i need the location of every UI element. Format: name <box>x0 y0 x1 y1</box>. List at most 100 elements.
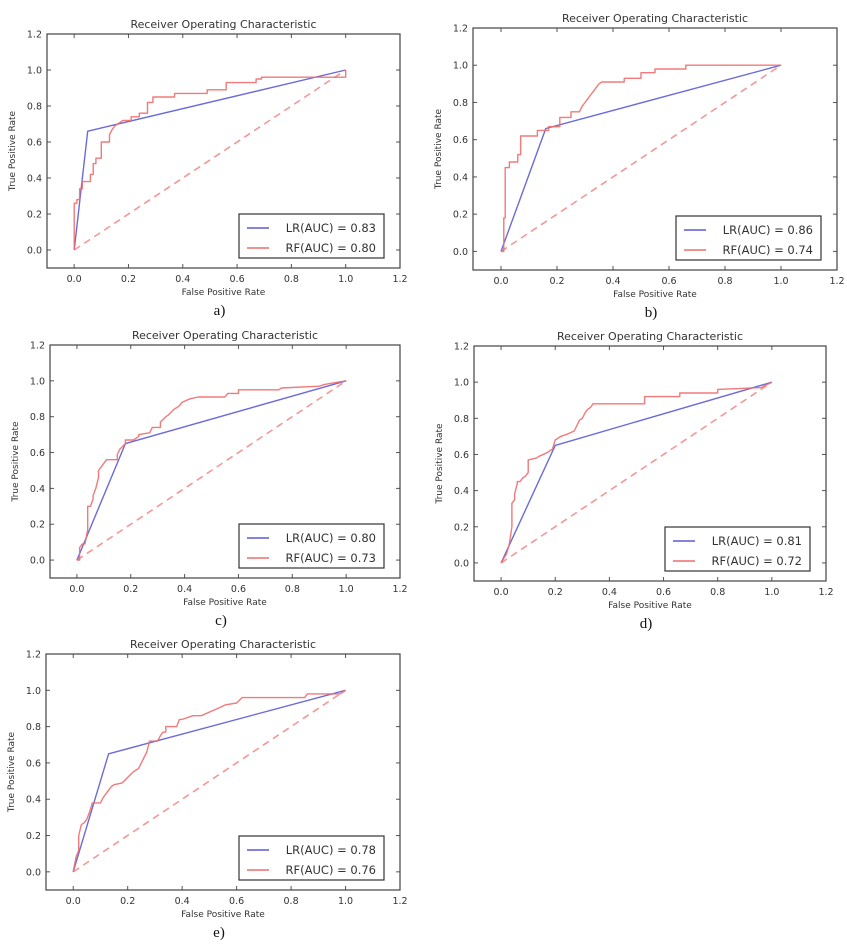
plot-frame <box>46 33 401 269</box>
panel-caption: a) <box>214 303 226 319</box>
chance-line <box>500 64 782 253</box>
roc-chart-e: Receiver Operating Characteristic 0.0 0.2 0… <box>7 638 408 941</box>
lr-roc-line <box>72 689 346 873</box>
chart-title: Receiver Operating Characteristic <box>130 638 316 651</box>
rf-roc-line <box>73 70 347 250</box>
x-axis-label: False Positive Rate <box>613 290 697 300</box>
x-tick-label: 0.2 <box>123 584 138 595</box>
y-axis-label: True Positive Rate <box>8 110 18 192</box>
lr-roc-line <box>73 69 346 251</box>
roc-chart-c: Receiver Operating Characteristic 0.0 0.2 0… <box>11 329 408 629</box>
y-tick-label: 0.2 <box>26 831 41 842</box>
legend: LR(AUC) = 0.83 RF(AUC) = 0.80 <box>238 213 385 259</box>
y-tick-label: 0.4 <box>26 795 41 806</box>
legend: LR(AUC) = 0.81 RF(AUC) = 0.72 <box>664 526 811 572</box>
chance-line <box>76 380 347 561</box>
roc-chart-b: Receiver Operating Characteristic 0.0 0.2 0… <box>434 12 845 321</box>
x-tick-label: 1.2 <box>392 584 407 595</box>
y-tick-label: 0.4 <box>30 484 45 495</box>
x-tick-label: 0.0 <box>67 274 82 285</box>
y-axis-label: True Positive Rate <box>7 731 17 813</box>
rf-roc-line <box>76 380 347 561</box>
y-tick-label: 0.0 <box>453 247 468 258</box>
y-tick-label: 1.0 <box>27 66 42 77</box>
legend-box <box>664 526 811 572</box>
x-tick-label: 1.0 <box>338 896 353 907</box>
x-tick-label: 0.4 <box>177 584 192 595</box>
y-tick-label: 1.0 <box>26 686 41 697</box>
y-tick-label: 0.8 <box>27 102 42 113</box>
x-tick-label: 0.6 <box>229 896 244 907</box>
legend-box <box>238 835 385 881</box>
y-tick-label: 0.8 <box>453 98 468 109</box>
panel-caption: d) <box>640 616 653 632</box>
roc-chart-d: Receiver Operating Characteristic 0.0 0.2 0… <box>435 330 834 632</box>
panel-caption: e) <box>213 925 225 941</box>
x-tick-label: 1.0 <box>764 587 779 598</box>
x-tick-label: 0.4 <box>602 587 617 598</box>
x-tick-label: 0.0 <box>66 896 81 907</box>
y-tick-label: 0.6 <box>453 135 468 146</box>
x-tick-label: 0.6 <box>661 276 676 287</box>
x-tick-label: 0.2 <box>548 587 563 598</box>
legend-lr-label: LR(AUC) = 0.81 <box>712 534 802 548</box>
chart-title: Receiver Operating Characteristic <box>557 330 743 343</box>
x-axis-label: False Positive Rate <box>608 601 692 611</box>
x-tick-label: 0.8 <box>284 274 299 285</box>
plot-frame <box>472 27 838 271</box>
x-tick-label: 1.0 <box>338 274 353 285</box>
x-tick-label: 0.2 <box>549 276 564 287</box>
y-tick-label: 0.2 <box>453 210 468 221</box>
x-axis-label: False Positive Rate <box>183 598 267 608</box>
y-tick-label: 0.2 <box>27 210 42 221</box>
y-tick-label: 1.0 <box>453 61 468 72</box>
y-tick-label: 0.0 <box>454 558 469 569</box>
x-tick-label: 1.2 <box>392 896 407 907</box>
y-tick-label: 0.0 <box>26 867 41 878</box>
y-tick-label: 1.0 <box>30 376 45 387</box>
legend-lr-label: LR(AUC) = 0.80 <box>286 531 376 545</box>
panel-caption: b) <box>645 305 658 321</box>
x-tick-label: 0.2 <box>120 896 135 907</box>
chart-title: Receiver Operating Characteristic <box>132 329 318 342</box>
x-tick-label: 1.2 <box>392 274 407 285</box>
rf-roc-line <box>500 381 773 564</box>
legend-lr-label: LR(AUC) = 0.83 <box>286 221 376 235</box>
legend-rf-label: RF(AUC) = 0.76 <box>286 863 376 877</box>
x-tick-label: 0.8 <box>710 587 725 598</box>
y-tick-label: 1.0 <box>454 378 469 389</box>
legend-box <box>238 213 385 259</box>
x-tick-label: 0.4 <box>175 896 190 907</box>
legend-lr-label: LR(AUC) = 0.78 <box>286 843 376 857</box>
legend: LR(AUC) = 0.86 RF(AUC) = 0.74 <box>675 215 822 261</box>
y-tick-label: 0.6 <box>30 448 45 459</box>
legend: LR(AUC) = 0.78 RF(AUC) = 0.76 <box>238 835 385 881</box>
lr-roc-line <box>500 381 772 564</box>
y-tick-label: 1.2 <box>453 24 468 35</box>
x-axis-label: False Positive Rate <box>181 910 265 920</box>
y-tick-label: 0.2 <box>454 522 469 533</box>
y-tick-label: 1.2 <box>30 341 45 352</box>
x-tick-label: 0.4 <box>175 274 190 285</box>
chart-title: Receiver Operating Characteristic <box>562 12 748 25</box>
y-tick-label: 0.4 <box>27 174 42 185</box>
chance-line <box>73 69 347 251</box>
x-tick-label: 0.0 <box>494 587 509 598</box>
x-tick-label: 0.8 <box>285 584 300 595</box>
legend-rf-label: RF(AUC) = 0.80 <box>286 241 376 255</box>
x-tick-label: 0.6 <box>231 584 246 595</box>
legend-box <box>238 523 385 569</box>
x-tick-label: 0.8 <box>717 276 732 287</box>
y-tick-label: 0.6 <box>454 450 469 461</box>
legend: LR(AUC) = 0.80 RF(AUC) = 0.73 <box>238 523 385 569</box>
plot-frame <box>473 345 827 582</box>
roc-chart-a: Receiver Operating Characteristic 0.0 0.2 0… <box>8 18 408 319</box>
legend-rf-label: RF(AUC) = 0.74 <box>723 243 813 257</box>
rf-roc-line <box>72 689 346 872</box>
y-axis-label: True Positive Rate <box>435 423 445 505</box>
y-axis-label: True Positive Rate <box>11 421 21 503</box>
chance-line <box>72 689 346 873</box>
x-tick-label: 0.4 <box>605 276 620 287</box>
y-tick-label: 1.2 <box>26 650 41 661</box>
